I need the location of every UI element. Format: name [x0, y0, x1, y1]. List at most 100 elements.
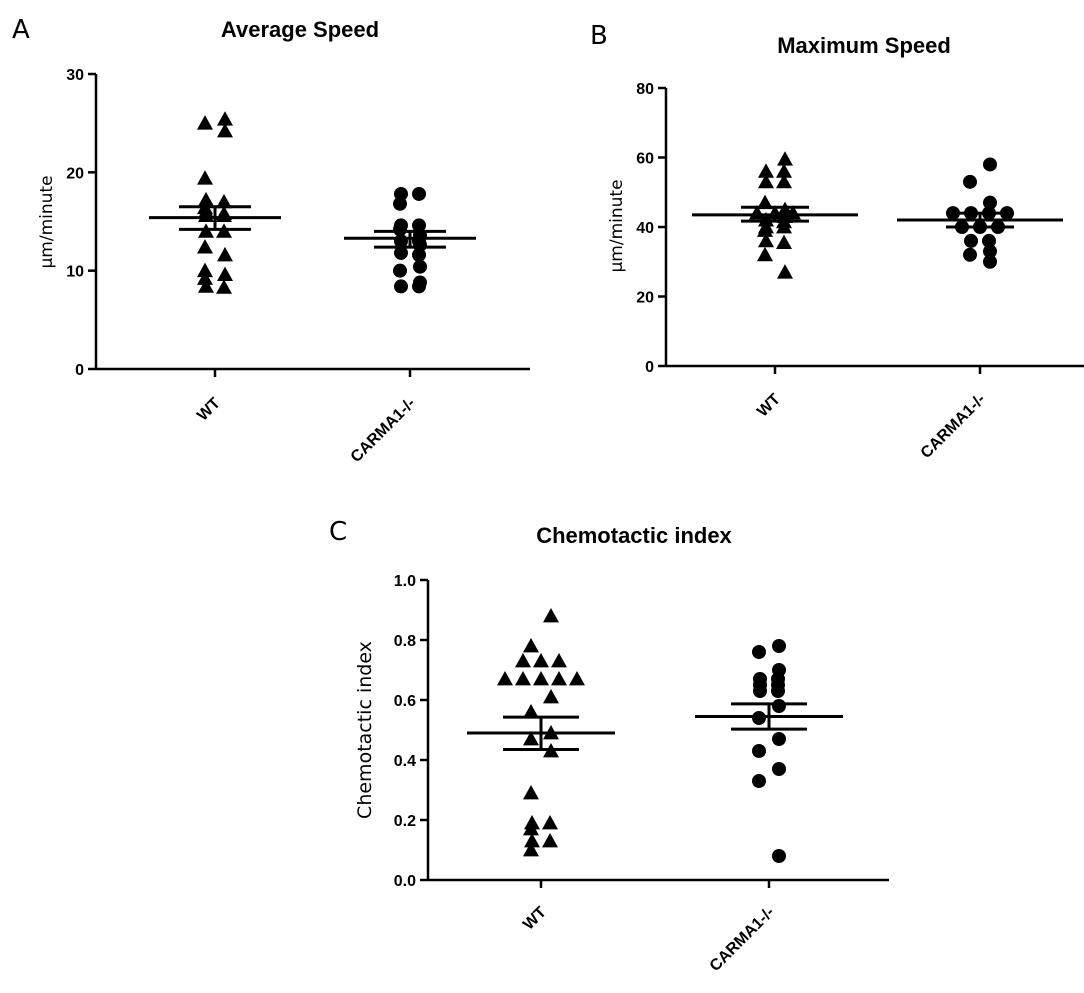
data-point-triangle [523, 731, 539, 746]
x-category-label: WT [194, 395, 224, 425]
y-axis-label-c: Chemotactic index [354, 641, 376, 819]
data-point-triangle [551, 671, 567, 686]
data-point-triangle [197, 270, 213, 285]
data-point-triangle [777, 151, 793, 166]
data-point-circle [412, 186, 426, 201]
data-point-circle [982, 233, 996, 248]
data-point-circle [772, 699, 786, 713]
y-tick-label: 10 [66, 264, 84, 281]
data-point-triangle [543, 608, 559, 623]
panel-b: B Maximum Speed µm/minute 0 20 40 60 80 WT CAR… [590, 21, 1084, 462]
data-point-triangle [757, 222, 773, 237]
data-point-triangle [758, 173, 774, 189]
chart-title-a: Average Speed [221, 17, 379, 42]
plot-area-c: 0.0 0.2 0.4 0.6 0.8 1.0 WT CARMA1-/- [394, 573, 889, 975]
data-point-triangle [515, 671, 531, 686]
data-point-circle [983, 195, 997, 210]
y-tick-label: 20 [66, 165, 84, 182]
data-point-triangle [217, 246, 233, 262]
data-point-triangle [758, 163, 774, 178]
data-point-triangle [757, 246, 773, 262]
data-point-circle [963, 247, 977, 262]
data-point-triangle [543, 689, 559, 704]
data-point-triangle [217, 111, 233, 126]
panel-letter-b: B [590, 21, 608, 51]
chart-title-c: Chemotactic index [536, 523, 732, 548]
data-point-circle [394, 245, 408, 260]
data-point-circle [752, 645, 766, 659]
data-point-circle [752, 774, 766, 788]
data-point-circle [963, 174, 977, 189]
data-point-circle [412, 279, 426, 294]
data-point-triangle [217, 266, 233, 281]
data-point-triangle [515, 653, 531, 668]
data-point-circle [772, 762, 786, 776]
x-category-label: CARMA1-/- [348, 395, 419, 466]
data-point-triangle [524, 833, 540, 848]
chart-title-b: Maximum Speed [777, 33, 951, 58]
data-point-triangle [523, 821, 539, 836]
data-point-triangle [197, 115, 213, 130]
data-point-triangle [497, 671, 513, 686]
data-point-circle [752, 744, 766, 758]
panel-letter-a: A [12, 15, 30, 45]
data-point-triangle [216, 193, 232, 209]
data-point-circle [393, 263, 407, 278]
data-point-circle [964, 233, 978, 248]
data-point-circle [983, 254, 997, 269]
data-point-triangle [523, 842, 539, 857]
y-tick-label: 0.4 [394, 753, 416, 770]
data-point-circle [413, 259, 427, 274]
data-point-triangle [197, 170, 213, 185]
y-tick-label: 40 [636, 220, 654, 237]
y-tick-label: 0.8 [394, 633, 416, 650]
y-tick-label: 60 [636, 151, 654, 168]
y-tick-label: 30 [66, 67, 84, 84]
data-point-triangle [197, 239, 213, 254]
data-point-triangle [216, 279, 232, 294]
y-tick-label: 20 [636, 290, 654, 307]
plot-area-b: 0 20 40 60 80 WT CARMA1-/- [636, 81, 1084, 462]
y-tick-label: 80 [636, 81, 654, 98]
data-point-circle [772, 849, 786, 863]
data-point-triangle [542, 833, 558, 848]
data-point-circle [983, 157, 997, 172]
y-tick-label: 0 [75, 362, 84, 379]
data-point-triangle [217, 123, 233, 138]
y-tick-label: 0.6 [394, 693, 416, 710]
x-category-label: CARMA1-/- [707, 904, 778, 975]
data-point-triangle [523, 638, 539, 653]
plot-area-a: 0 10 20 30 WT CARMA1-/- [66, 67, 530, 466]
data-point-triangle [758, 232, 774, 248]
data-point-triangle [776, 234, 792, 250]
y-tick-label: 1.0 [394, 573, 416, 590]
data-point-circle [772, 732, 786, 746]
x-category-label: WT [754, 391, 784, 421]
data-point-triangle [533, 653, 549, 668]
data-point-triangle [757, 194, 773, 210]
data-point-triangle [523, 704, 539, 719]
data-point-triangle [777, 264, 793, 279]
y-tick-label: 0 [645, 359, 654, 376]
data-point-triangle [551, 653, 567, 668]
data-point-triangle [523, 785, 539, 800]
y-axis-label-a: µm/minute [37, 175, 57, 268]
y-tick-label: 0.0 [394, 873, 416, 890]
data-point-triangle [776, 219, 792, 234]
data-point-circle [772, 639, 786, 653]
data-point-triangle [533, 671, 549, 686]
data-point-triangle [776, 163, 792, 178]
data-point-triangle [569, 671, 585, 686]
panel-c: C Chemotactic index Chemotactic index 0.… [329, 517, 889, 975]
data-point-circle [771, 684, 785, 698]
data-point-circle [753, 684, 767, 698]
panel-letter-c: C [329, 517, 347, 547]
data-point-triangle [197, 262, 213, 278]
data-point-triangle [542, 815, 558, 830]
data-point-triangle [198, 191, 214, 207]
data-point-triangle [524, 815, 540, 830]
data-point-triangle [776, 173, 792, 189]
panel-a: A Average Speed µm/minute 0 10 20 30 WT CARMA… [12, 15, 530, 466]
y-axis-label-b: µm/minute [607, 179, 627, 272]
